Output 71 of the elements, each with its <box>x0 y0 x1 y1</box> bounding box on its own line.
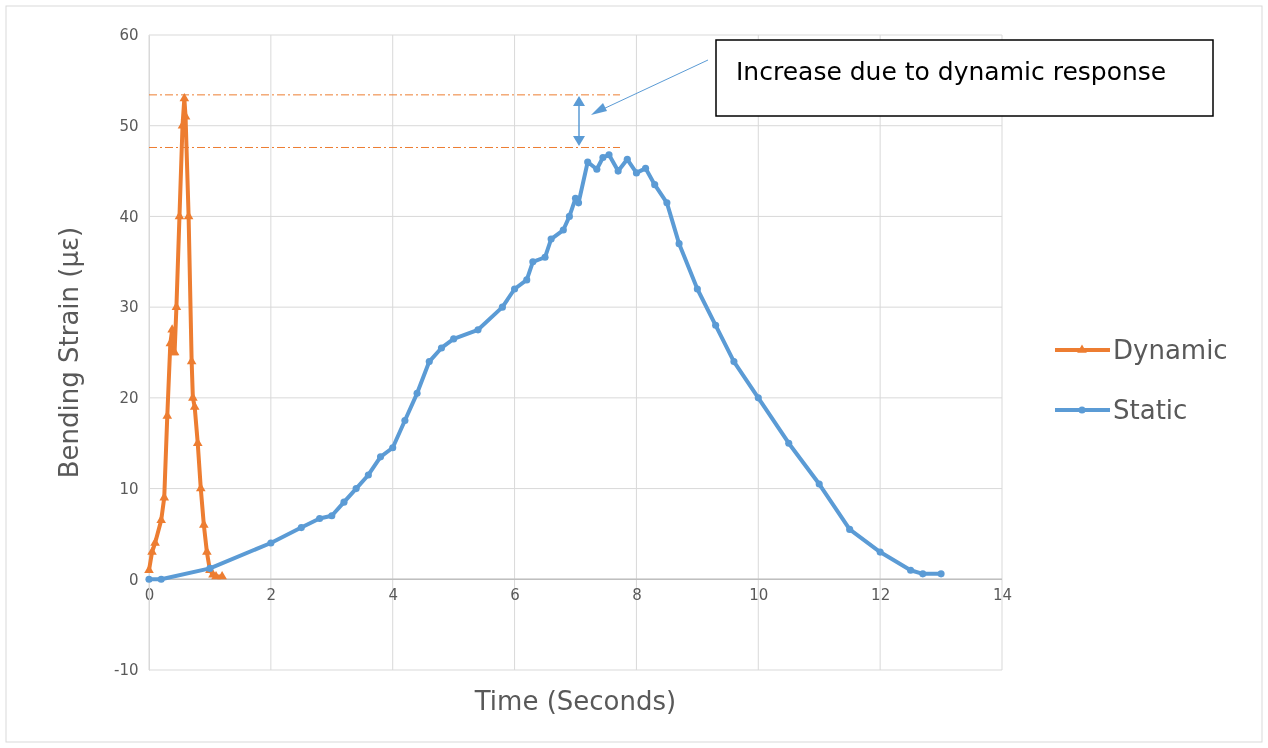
y-tick-label: -10 <box>114 661 139 680</box>
point <box>179 92 190 102</box>
point <box>328 512 336 520</box>
point <box>474 326 482 334</box>
point <box>511 285 519 293</box>
point <box>157 575 165 583</box>
point <box>529 258 537 266</box>
x-tick-label: 12 <box>871 586 891 605</box>
point <box>376 453 385 461</box>
point <box>498 303 506 311</box>
point <box>316 514 324 523</box>
x-tick-label: 6 <box>510 586 520 605</box>
x-tick-label: 8 <box>632 586 642 605</box>
point <box>642 164 650 172</box>
legend-label: Static <box>1113 395 1188 425</box>
point <box>389 444 397 452</box>
point <box>574 199 583 207</box>
point <box>754 394 762 402</box>
y-tick-label: 50 <box>119 117 139 136</box>
x-tick-label: 10 <box>749 586 769 605</box>
point <box>437 344 446 352</box>
point <box>150 537 160 546</box>
point <box>846 525 854 533</box>
point <box>730 358 738 366</box>
point <box>815 480 823 488</box>
x-axis-title: Time (Seconds) <box>473 686 677 716</box>
point <box>593 165 601 173</box>
point <box>785 439 793 447</box>
y-tick-label: 0 <box>128 570 139 589</box>
point <box>599 153 607 162</box>
point <box>712 321 720 329</box>
point <box>352 485 360 493</box>
x-tick-label: 4 <box>388 586 398 605</box>
point <box>565 212 573 220</box>
y-tick-label: 40 <box>119 207 139 226</box>
point <box>364 471 372 479</box>
point <box>547 235 555 243</box>
point <box>919 570 927 578</box>
point <box>413 389 421 397</box>
point <box>340 498 348 506</box>
x-tick-label: 2 <box>266 586 277 605</box>
point <box>401 416 409 425</box>
point <box>663 199 671 207</box>
point <box>605 151 613 159</box>
y-tick-label: 60 <box>119 26 139 45</box>
point <box>876 548 884 556</box>
y-tick-label: 10 <box>119 479 139 498</box>
x-tick-label: 14 <box>992 586 1013 605</box>
point <box>189 401 200 410</box>
point <box>147 546 157 555</box>
y-axis-title: Bending Strain (με) <box>54 226 84 479</box>
point <box>267 539 275 547</box>
point <box>541 253 549 261</box>
point <box>693 285 701 293</box>
point <box>559 226 567 234</box>
point <box>297 524 305 532</box>
point <box>217 571 227 580</box>
point <box>523 276 531 284</box>
point <box>450 335 458 343</box>
y-tick-label: 30 <box>119 298 139 317</box>
y-tick-label: 20 <box>119 389 139 408</box>
annotation: Increase due to dynamic response <box>736 57 1167 86</box>
point <box>651 181 659 189</box>
point <box>584 158 592 166</box>
point <box>675 240 683 248</box>
point <box>907 566 915 574</box>
point <box>937 570 945 578</box>
point <box>632 169 640 177</box>
point <box>145 575 153 583</box>
legend-label: Dynamic <box>1113 335 1228 365</box>
point <box>425 358 433 366</box>
